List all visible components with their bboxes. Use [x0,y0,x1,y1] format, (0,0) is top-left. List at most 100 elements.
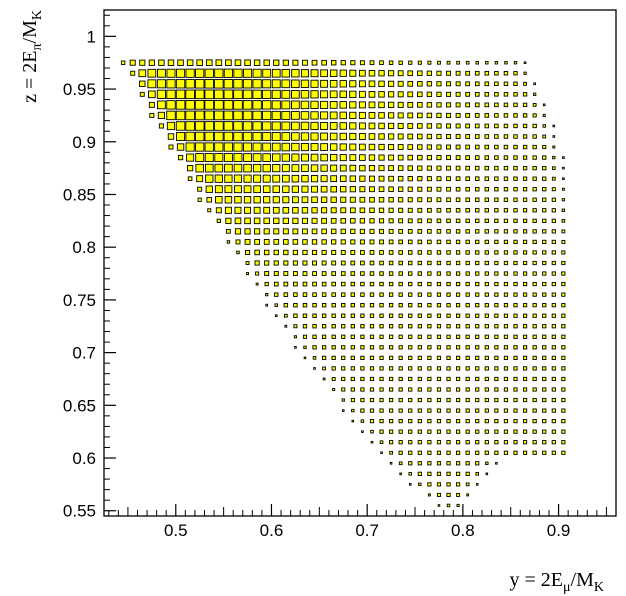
data-box [264,271,270,277]
data-box [446,176,451,182]
data-box [408,450,413,455]
data-box [216,218,221,223]
data-box [484,176,490,181]
data-box [494,271,499,276]
data-box [166,68,176,78]
data-box [175,79,186,89]
data-box [436,303,442,308]
y-tick-label: 0.8 [72,238,96,257]
data-box [272,206,280,214]
data-box [513,71,518,76]
data-box [321,239,327,245]
data-box [475,229,480,234]
data-box [378,197,385,203]
x-tick-label: 0.5 [164,521,188,540]
data-box [532,355,537,360]
data-box [252,100,262,110]
data-box [350,324,355,329]
data-box [379,387,384,392]
data-box [522,113,528,118]
data-box [475,376,480,382]
data-box [542,113,546,117]
data-box [427,345,432,350]
data-box [551,303,556,308]
data-box [513,113,518,118]
data-box [139,59,146,66]
data-box [446,123,452,129]
data-box [349,154,357,161]
data-box [484,165,490,171]
data-box [542,366,547,371]
data-box [233,174,243,183]
data-box [494,155,499,160]
data-box [456,366,461,371]
data-box [513,397,518,403]
data-box [320,196,328,203]
data-box [494,366,499,371]
data-box [503,92,509,97]
data-box [262,185,271,193]
data-box [513,260,518,266]
data-box [397,154,404,161]
data-box [166,79,176,89]
data-box [561,250,566,255]
data-box [426,123,433,129]
data-box [206,196,213,203]
data-box [204,153,214,163]
data-box [378,91,385,98]
data-box [312,334,317,339]
data-box [282,196,290,204]
data-box [417,408,422,413]
data-box [455,313,461,318]
data-box [339,132,347,141]
data-box [503,366,509,371]
data-box [484,197,489,202]
data-box [494,387,499,392]
data-box [551,334,556,339]
data-box [300,100,310,110]
data-box [551,239,556,245]
data-box [436,440,442,445]
data-box [194,89,205,100]
data-box [551,292,556,297]
data-box [465,271,470,276]
data-box [494,303,499,308]
data-box [494,134,499,139]
data-box [561,187,565,191]
data-box [369,218,375,224]
data-box [465,81,471,87]
data-box [446,387,451,392]
data-box [542,313,547,318]
data-box [233,68,243,78]
data-box [223,131,234,142]
data-box [484,387,489,392]
data-box [311,207,318,214]
data-box [494,123,499,129]
data-box [157,100,166,110]
data-box [484,70,490,76]
data-box [388,91,395,98]
data-box [456,440,461,445]
data-box [417,250,423,255]
data-box [292,260,298,266]
data-box [522,450,528,455]
data-box [552,145,556,149]
data-box [417,165,423,171]
data-box [204,121,215,131]
data-box [282,59,289,66]
data-box [407,165,413,171]
data-box [474,144,480,150]
data-box [369,196,375,203]
data-box [562,177,565,180]
data-box [262,79,272,89]
data-box [465,250,470,255]
data-box [436,81,442,87]
data-box [551,281,556,287]
data-box [417,91,423,98]
data-box [427,419,432,424]
data-box [436,197,442,203]
data-box [368,70,376,77]
data-box [311,59,318,66]
data-box [455,229,461,234]
data-box [484,208,489,213]
